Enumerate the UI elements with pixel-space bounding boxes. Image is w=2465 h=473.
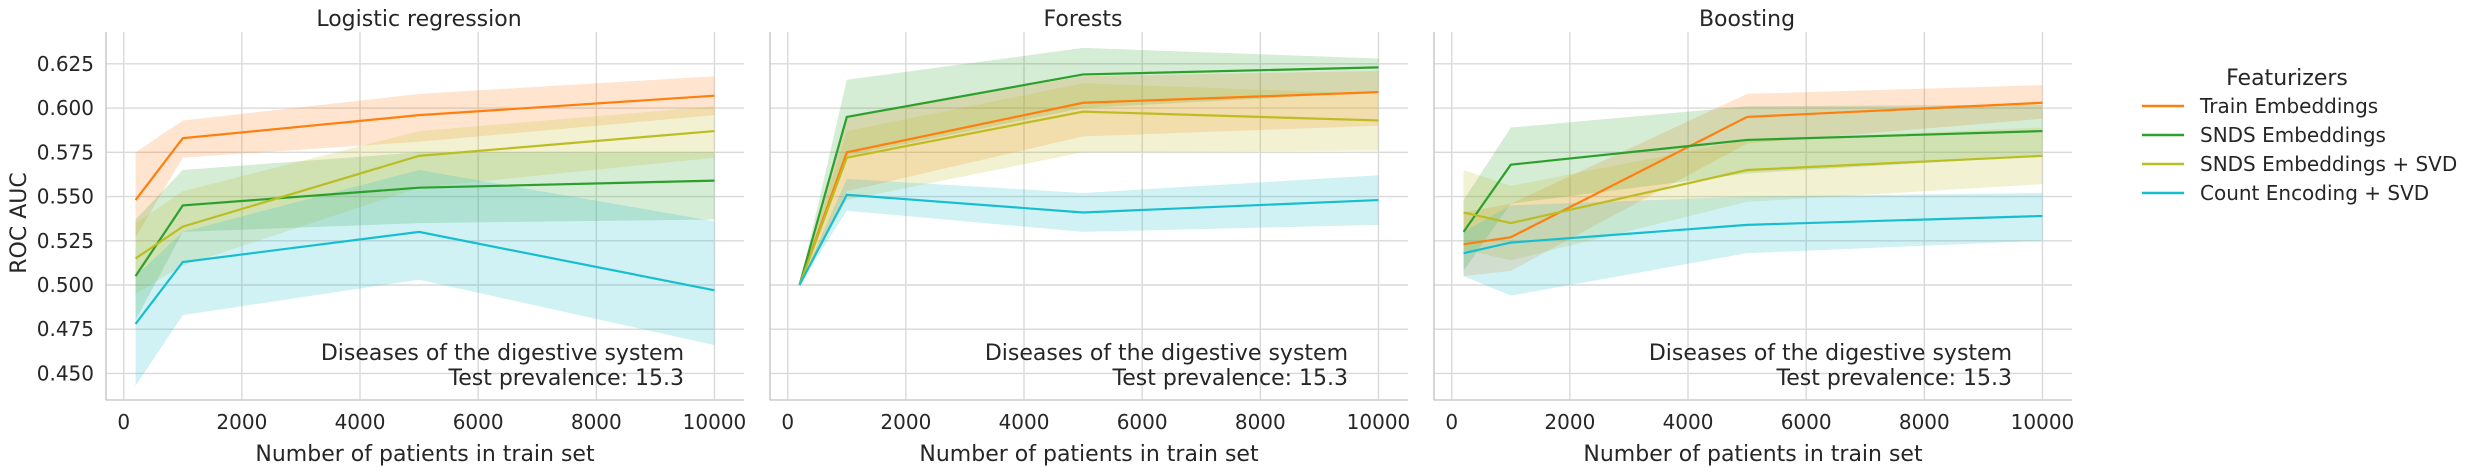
panel-annotation-line: Test prevalence: 15.3 — [1112, 366, 1349, 391]
panels: 0 2000 4000 6000 8000 10000 0.450 0.475 0.500 0.5… — [37, 7, 2075, 467]
confidence-band — [1463, 104, 2043, 271]
panel-1: 0 2000 4000 6000 8000 10000 0.450 0.475 0.500 0.5… — [37, 7, 747, 467]
x-tick-label: 6000 — [1781, 410, 1832, 434]
x-tick-label: 4000 — [1663, 410, 1714, 434]
confidence-band — [1463, 85, 2043, 277]
y-tick-label: 0.500 — [37, 273, 94, 297]
series-line — [798, 66, 1379, 286]
y-tick-label: 0.575 — [37, 140, 94, 164]
legend-title: Featurizers — [2226, 66, 2348, 91]
confidence-band — [799, 83, 1379, 285]
y-tick-label: 0.550 — [37, 185, 94, 209]
series-line — [134, 129, 715, 260]
series-line — [134, 230, 715, 325]
series-line — [798, 193, 1379, 286]
panel-annotation-line: Test prevalence: 15.3 — [1776, 366, 2013, 391]
series-line — [134, 179, 715, 277]
x-tick-label: 2000 — [1544, 410, 1595, 434]
series-line — [798, 110, 1379, 286]
x-tick-label: 6000 — [1117, 410, 1168, 434]
panel-title: Forests — [1044, 7, 1123, 32]
x-tick-label: 8000 — [571, 410, 622, 434]
x-tick-label: 0 — [781, 410, 794, 434]
series-line — [1462, 129, 2043, 233]
panel-title: Boosting — [1699, 7, 1795, 32]
legend-entry-label: Count Encoding + SVD — [2200, 181, 2429, 205]
series-line — [1463, 154, 2043, 225]
x-tick-label: 0 — [117, 410, 130, 434]
y-tick-label: 0.625 — [37, 52, 94, 76]
x-tick-label: 6000 — [453, 410, 504, 434]
x-tick-label: 10000 — [1347, 410, 1411, 434]
panel-3: 0 2000 4000 6000 8000 10000 Boosting Diseases o… — [1433, 7, 2075, 467]
series-line — [134, 94, 715, 201]
y-axis-label: ROC AUC — [7, 172, 32, 273]
panel-2: 0 2000 4000 6000 8000 10000 Forests Diseases of… — [769, 7, 1411, 467]
confidence-band — [799, 175, 1379, 285]
panel-annotation-line: Diseases of the digestive system — [321, 341, 684, 366]
x-tick-label: 0 — [1445, 410, 1458, 434]
legend-entry-label: SNDS Embeddings — [2200, 123, 2386, 147]
y-tick-label: 0.525 — [37, 229, 94, 253]
confidence-band — [1463, 193, 2043, 296]
legend-entry-label: Train Embeddings — [2199, 94, 2378, 118]
y-tick-label: 0.450 — [37, 361, 94, 385]
panel-title: Logistic regression — [316, 7, 521, 32]
x-tick-label: 2000 — [216, 410, 267, 434]
x-tick-label: 8000 — [1235, 410, 1286, 434]
x-tick-label: 8000 — [1899, 410, 1950, 434]
panel-annotation-line: Test prevalence: 15.3 — [448, 366, 685, 391]
confidence-band — [135, 170, 715, 386]
series-line — [1463, 101, 2043, 246]
x-axis-label: Number of patients in train set — [919, 442, 1259, 467]
x-tick-label: 4000 — [335, 410, 386, 434]
legend: Featurizers Train Embeddings SNDS Embeddi… — [2142, 66, 2457, 205]
x-axis-label: Number of patients in train set — [1583, 442, 1923, 467]
confidence-band — [799, 47, 1379, 285]
panel-annotation-line: Diseases of the digestive system — [985, 341, 1348, 366]
x-axis-label: Number of patients in train set — [255, 442, 595, 467]
confidence-band — [135, 76, 715, 238]
y-tick-label: 0.475 — [37, 317, 94, 341]
x-tick-label: 2000 — [880, 410, 931, 434]
confidence-band — [1463, 127, 2043, 261]
y-tick-label: 0.600 — [37, 96, 94, 120]
confidence-band — [799, 70, 1379, 285]
panel-annotation-line: Diseases of the digestive system — [1649, 341, 2012, 366]
x-tick-label: 4000 — [999, 410, 1050, 434]
confidence-band — [135, 152, 715, 321]
x-tick-label: 10000 — [683, 410, 747, 434]
legend-entry-label: SNDS Embeddings + SVD — [2200, 152, 2457, 176]
x-tick-label: 10000 — [2011, 410, 2075, 434]
series-line — [1463, 214, 2043, 255]
confidence-band — [135, 106, 715, 294]
